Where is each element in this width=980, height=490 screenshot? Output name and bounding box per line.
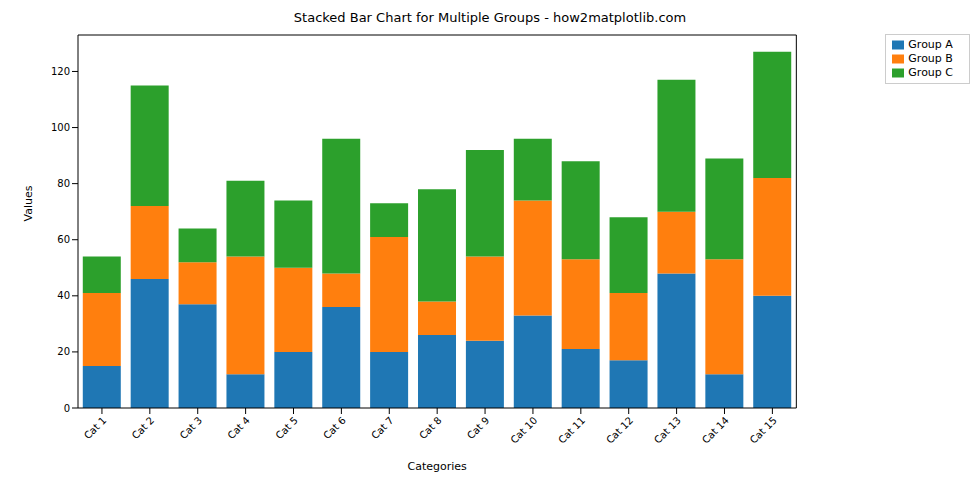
svg-text:Cat 8: Cat 8 (417, 415, 444, 442)
svg-text:Cat 11: Cat 11 (556, 415, 587, 446)
html-text:Stacked Bar Chart for Multiple: Stacked Bar Chart for Multiple Groups - … (293, 10, 687, 25)
html-text:Group C: Group C (908, 66, 953, 79)
svg-text:Cat 2: Cat 2 (130, 415, 157, 442)
svg-text:0: 0 (64, 403, 70, 414)
svg-text:60: 60 (57, 234, 70, 245)
svg-text:Cat 4: Cat 4 (225, 415, 252, 442)
svg-text:Cat 12: Cat 12 (604, 415, 635, 446)
svg-text:80: 80 (57, 178, 70, 189)
svg-text:Cat 15: Cat 15 (748, 415, 779, 446)
html-text:Group A: Group A (908, 38, 953, 51)
svg-text:Cat 13: Cat 13 (652, 415, 683, 446)
svg-text:40: 40 (57, 290, 70, 301)
svg-text:Cat 5: Cat 5 (273, 415, 300, 442)
svg-text:Categories: Categories (408, 460, 468, 473)
svg-text:Cat 1: Cat 1 (82, 415, 109, 442)
html-text:Group B: Group B (908, 52, 953, 65)
svg-text:Values: Values (22, 185, 35, 221)
svg-text:Cat 10: Cat 10 (508, 415, 539, 446)
svg-text:Cat 7: Cat 7 (369, 415, 396, 442)
svg-text:Cat 9: Cat 9 (465, 415, 492, 442)
svg-text:Cat 6: Cat 6 (321, 415, 348, 442)
svg-text:100: 100 (51, 122, 70, 133)
svg-text:20: 20 (57, 346, 70, 357)
svg-text:120: 120 (51, 66, 70, 77)
svg-text:Cat 14: Cat 14 (700, 415, 731, 446)
svg-text:Cat 3: Cat 3 (178, 415, 205, 442)
